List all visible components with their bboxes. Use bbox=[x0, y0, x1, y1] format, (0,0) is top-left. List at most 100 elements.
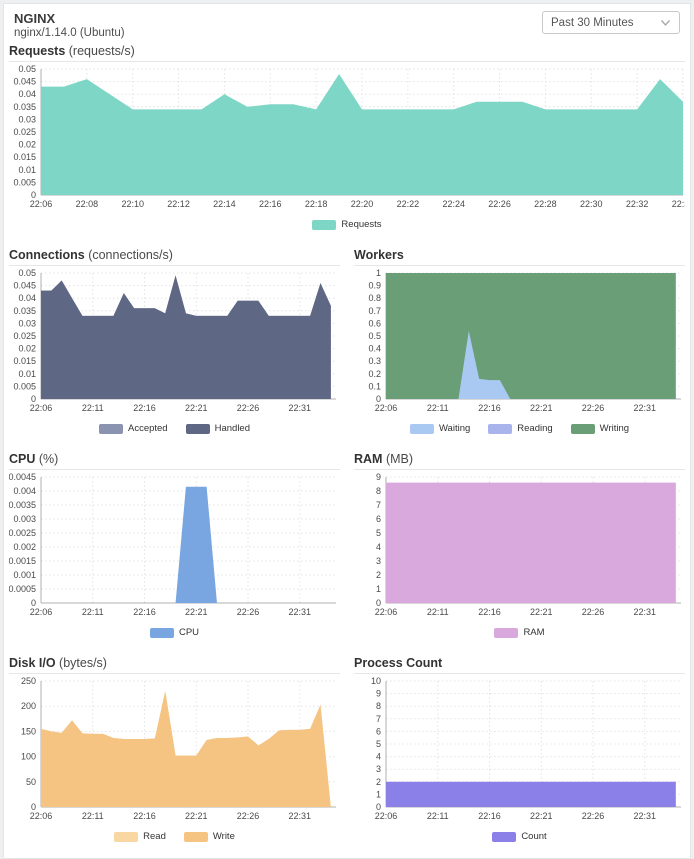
legend-label: RAM bbox=[523, 627, 545, 638]
y-tick-label: 2 bbox=[376, 777, 381, 787]
legend-item-handled[interactable]: Handled bbox=[185, 423, 250, 434]
x-tick-label: 22:16 bbox=[133, 403, 156, 413]
chart-card-connections: Connections (connections/s) 22:06 22:11 22:… bbox=[9, 246, 340, 435]
connections-chart: 22:06 22:11 22:16 22:21 22:26 22:31 0.05 0.045 0… bbox=[13, 268, 336, 413]
chart-legend-ram: RAM bbox=[354, 626, 685, 639]
y-tick-label: 0 bbox=[31, 190, 36, 200]
area-series-requests bbox=[41, 74, 683, 195]
x-tick-label: 22:16 bbox=[478, 811, 501, 821]
time-range-select[interactable]: Past 30 Minutes bbox=[542, 11, 680, 34]
legend-item-waiting[interactable]: Waiting bbox=[409, 423, 471, 434]
x-tick-label: 22:06 bbox=[375, 403, 398, 413]
x-tick-label: 22:14 bbox=[213, 199, 236, 209]
y-tick-label: 0.04 bbox=[18, 293, 36, 303]
x-tick-label: 22:26 bbox=[582, 607, 605, 617]
legend-item-write[interactable]: Write bbox=[183, 831, 235, 842]
y-tick-label: 0.005 bbox=[13, 381, 36, 391]
x-tick-label: 22:31 bbox=[634, 403, 657, 413]
y-tick-label: 2 bbox=[376, 570, 381, 580]
x-tick-label: 22:16 bbox=[259, 199, 282, 209]
y-tick-label: 0.005 bbox=[13, 177, 36, 187]
x-tick-label: 22:16 bbox=[133, 607, 156, 617]
x-tick-label: 22:11 bbox=[82, 403, 104, 413]
legend-swatch bbox=[312, 219, 337, 230]
y-tick-label: 0.0045 bbox=[9, 472, 36, 482]
legend-label: Handled bbox=[214, 423, 250, 434]
y-tick-label: 0.1 bbox=[368, 381, 381, 391]
x-tick-label: 22:31 bbox=[289, 403, 312, 413]
legend-item-cpu[interactable]: CPU bbox=[149, 627, 199, 638]
y-tick-label: 0.03 bbox=[18, 114, 36, 124]
x-tick-label: 22:21 bbox=[185, 403, 208, 413]
y-tick-label: 1 bbox=[376, 268, 381, 278]
chart-card-cpu: CPU (%) 22:06 22:11 22:16 22:21 22:26 22:31 0.0… bbox=[8, 450, 340, 639]
x-tick-label: 22:24 bbox=[442, 199, 465, 209]
y-tick-label: 0.0015 bbox=[9, 556, 36, 566]
x-tick-label: 22:31 bbox=[289, 607, 312, 617]
x-tick-label: 22:12 bbox=[167, 199, 190, 209]
legend-swatch bbox=[494, 627, 519, 638]
y-tick-label: 250 bbox=[21, 676, 36, 686]
legend-label: Writing bbox=[599, 423, 630, 434]
y-tick-label: 0.003 bbox=[13, 514, 36, 524]
legend-item-read[interactable]: Read bbox=[114, 831, 166, 842]
x-tick-label: 22:26 bbox=[237, 403, 260, 413]
chart-title-text: Connections bbox=[9, 248, 85, 262]
legend-swatch bbox=[183, 831, 208, 842]
legend-item-accepted[interactable]: Accepted bbox=[98, 423, 168, 434]
legend-swatch bbox=[114, 831, 139, 842]
x-tick-label: 22:16 bbox=[478, 607, 501, 617]
chart-title-cpu: CPU (%) bbox=[9, 450, 340, 470]
chart-card-disk: Disk I/O (bytes/s) 22:06 22:11 22:16 22:21 22… bbox=[9, 654, 340, 843]
x-tick-label: 22:11 bbox=[82, 811, 104, 821]
legend-swatch bbox=[149, 627, 174, 638]
requests-chart: 22:06 22:08 22:10 22:12 22:14 22:16 22:18 22:20… bbox=[13, 64, 694, 209]
legend-swatch bbox=[98, 423, 123, 434]
cpu-chart: 22:06 22:11 22:16 22:21 22:26 22:31 0.0045 0.00… bbox=[8, 472, 336, 617]
chart-title-process: Process Count bbox=[354, 654, 685, 674]
x-tick-label: 22:21 bbox=[530, 403, 553, 413]
y-tick-label: 0.004 bbox=[13, 486, 36, 496]
x-tick-label: 22:06 bbox=[30, 811, 53, 821]
y-tick-label: 0.015 bbox=[13, 356, 36, 366]
y-tick-label: 0.025 bbox=[13, 331, 36, 341]
legend-item-reading[interactable]: Reading bbox=[488, 423, 553, 434]
x-tick-label: 22:21 bbox=[530, 607, 553, 617]
chart-title-text: Disk I/O bbox=[9, 656, 56, 670]
y-tick-label: 1 bbox=[376, 789, 381, 799]
y-tick-label: 0.025 bbox=[13, 127, 36, 137]
ram-chart: 22:06 22:11 22:16 22:21 22:26 22:31 9 8 7 6 5 4 3 2 1 0 bbox=[375, 472, 681, 617]
legend-label: Waiting bbox=[438, 423, 471, 434]
x-tick-label: 22:30 bbox=[580, 199, 603, 209]
x-tick-label: 22:22 bbox=[397, 199, 420, 209]
y-tick-label: 0.01 bbox=[18, 165, 36, 175]
legend-item-writing[interactable]: Writing bbox=[570, 423, 630, 434]
x-tick-label: 22:32 bbox=[626, 199, 649, 209]
y-tick-label: 0.045 bbox=[13, 281, 36, 291]
y-tick-label: 0.02 bbox=[18, 344, 36, 354]
chart-title-disk: Disk I/O (bytes/s) bbox=[9, 654, 340, 674]
y-tick-label: 0.3 bbox=[368, 356, 381, 366]
y-tick-label: 200 bbox=[21, 701, 36, 711]
legend-label: Reading bbox=[517, 423, 553, 434]
legend-item-requests[interactable]: Requests bbox=[312, 219, 382, 230]
y-tick-label: 7 bbox=[376, 714, 381, 724]
disk-chart: 22:06 22:11 22:16 22:21 22:26 22:31 250 200 150 1… bbox=[21, 676, 336, 821]
chart-title-text: CPU bbox=[9, 452, 36, 466]
y-tick-label: 4 bbox=[376, 752, 381, 762]
legend-item-count[interactable]: Count bbox=[492, 831, 547, 842]
legend-item-ram[interactable]: RAM bbox=[494, 627, 545, 638]
chart-title-text: Workers bbox=[354, 248, 404, 262]
y-tick-label: 6 bbox=[376, 726, 381, 736]
y-tick-label: 8 bbox=[376, 701, 381, 711]
y-tick-label: 0.035 bbox=[13, 306, 36, 316]
area-series-handled bbox=[41, 275, 331, 399]
server-version: nginx/1.14.0 (Ubuntu) bbox=[14, 27, 125, 39]
header-left: NGINX nginx/1.14.0 (Ubuntu) bbox=[14, 11, 125, 40]
workers-chart: 22:06 22:11 22:16 22:21 22:26 22:31 1 0.9 0.8 0.7… bbox=[368, 268, 681, 413]
x-tick-label: 22:16 bbox=[133, 811, 156, 821]
y-tick-label: 0.035 bbox=[13, 102, 36, 112]
y-tick-label: 0.9 bbox=[368, 281, 381, 291]
x-tick-label: 22:16 bbox=[478, 403, 501, 413]
y-tick-label: 3 bbox=[376, 556, 381, 566]
